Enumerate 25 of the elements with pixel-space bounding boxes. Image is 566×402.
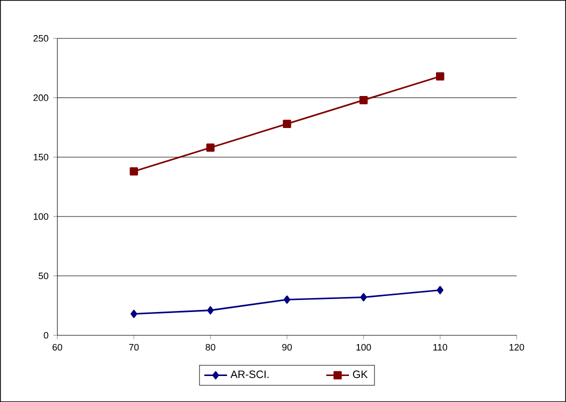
y-tick-label: 0 bbox=[44, 332, 48, 338]
y-tick-label: 250 bbox=[34, 34, 48, 42]
x-tick-label: 80 bbox=[206, 344, 216, 350]
y-tick-label: 100 bbox=[34, 213, 48, 220]
y-tick-label: 200 bbox=[34, 94, 48, 101]
legend-label: GK bbox=[352, 370, 368, 378]
x-tick-label: 120 bbox=[510, 344, 524, 350]
point bbox=[436, 286, 444, 294]
y-tick-label: 50 bbox=[38, 272, 48, 280]
legend-label: AR-SCI. bbox=[230, 370, 269, 378]
point bbox=[130, 310, 138, 318]
x-tick-label: 60 bbox=[52, 344, 62, 350]
point bbox=[282, 120, 292, 128]
point bbox=[207, 306, 214, 314]
x-tick-label: 90 bbox=[282, 344, 292, 350]
point bbox=[284, 295, 290, 304]
point bbox=[206, 143, 215, 152]
x-tick-label: 100 bbox=[356, 344, 371, 350]
point bbox=[359, 96, 368, 104]
point bbox=[360, 293, 367, 302]
x-tick-label: 110 bbox=[433, 344, 448, 350]
y-tick-label: 150 bbox=[34, 154, 48, 160]
x-tick-label: 70 bbox=[129, 344, 139, 350]
point bbox=[130, 167, 138, 176]
point bbox=[436, 72, 444, 80]
